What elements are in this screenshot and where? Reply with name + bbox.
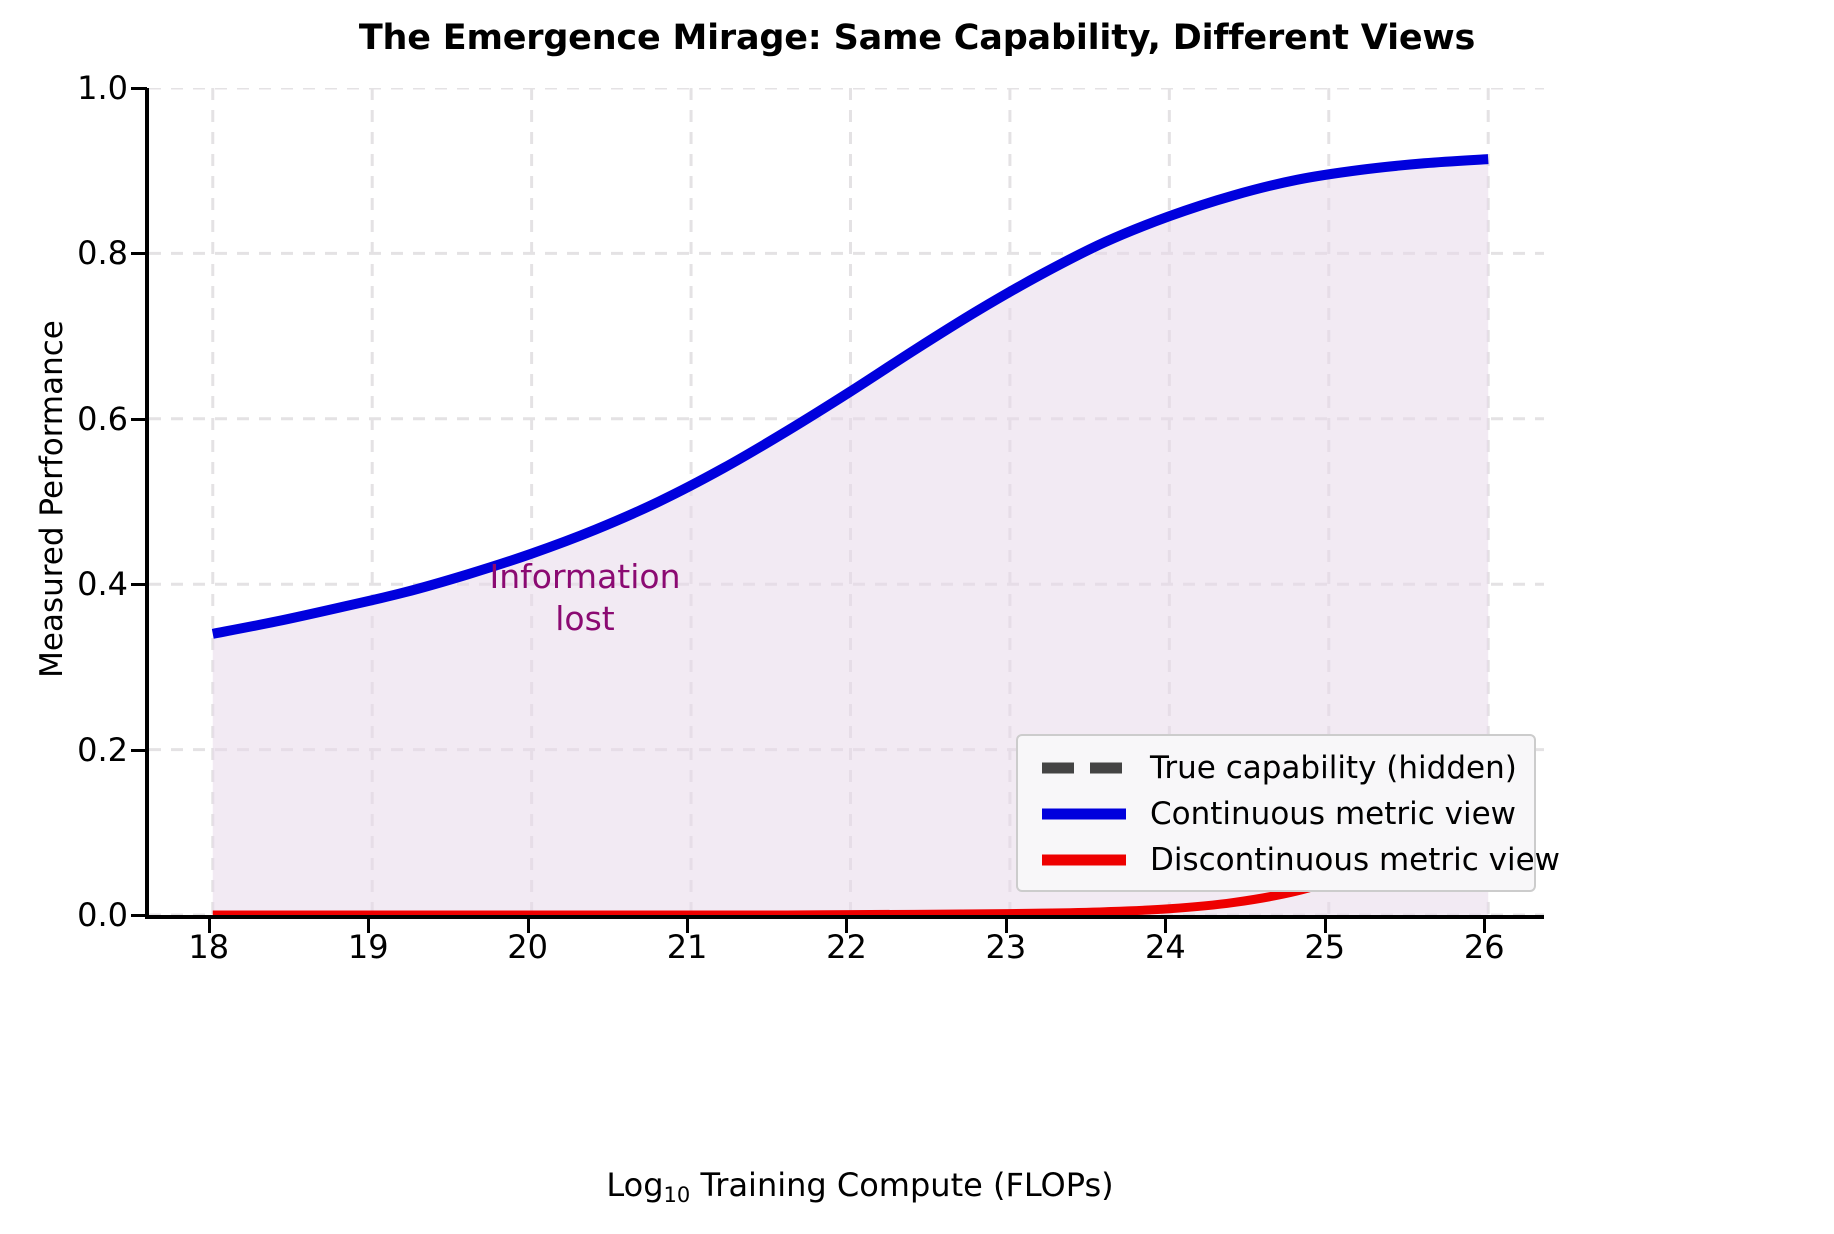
x-tick-label: 19 — [347, 928, 389, 966]
legend-item-0[interactable]: True capability (hidden) — [1018, 745, 1534, 791]
x-axis-label-subscript: 10 — [663, 1183, 691, 1207]
annotation-information-lost: Information lost — [455, 556, 715, 639]
series-line-1 — [211, 154, 1489, 639]
x-tick-label: 23 — [985, 928, 1027, 966]
chart-title: The Emergence Mirage: Same Capability, D… — [358, 18, 1476, 58]
y-tick-label: 0.4 — [77, 565, 128, 604]
legend-label: True capability (hidden) — [1150, 750, 1517, 786]
x-tick-mark — [526, 919, 530, 933]
legend-item-2[interactable]: Discontinuous metric view — [1018, 837, 1560, 883]
legend-swatch-icon — [1040, 753, 1128, 783]
x-tick-mark — [1483, 919, 1487, 933]
x-tick-mark — [845, 919, 849, 933]
series-fill-1 — [212, 159, 1489, 915]
plot-area — [145, 88, 1544, 919]
x-tick-label: 24 — [1144, 928, 1186, 966]
x-axis-label-suffix: Training Compute (FLOPs) — [690, 1166, 1114, 1204]
y-tick-mark — [131, 914, 147, 917]
y-tick-mark — [131, 87, 147, 90]
x-tick-label: 18 — [188, 928, 230, 966]
y-tick-label: 0.8 — [77, 234, 128, 273]
legend-item-1[interactable]: Continuous metric view — [1018, 791, 1534, 837]
x-axis-label-prefix: Log — [606, 1166, 664, 1204]
legend-swatch-icon — [1040, 845, 1128, 875]
x-tick-label: 26 — [1463, 928, 1505, 966]
x-tick-mark — [207, 919, 211, 933]
y-tick-mark — [131, 252, 147, 256]
chart-legend[interactable]: True capability (hidden) Continuous metri… — [1016, 734, 1560, 892]
legend-label: Continuous metric view — [1150, 796, 1517, 832]
x-tick-label: 21 — [666, 928, 708, 966]
y-tick-mark — [131, 583, 147, 587]
y-tick-label: 1.0 — [77, 69, 128, 107]
x-axis-label: Log10 Training Compute (FLOPs) — [160, 1166, 1560, 1207]
legend-swatch-icon — [1040, 799, 1128, 829]
y-tick-label: 0.2 — [77, 730, 128, 769]
x-tick-label: 20 — [507, 928, 548, 966]
x-tick-mark — [1323, 919, 1327, 933]
x-tick-mark — [1164, 919, 1168, 933]
x-tick-mark — [367, 919, 371, 933]
legend-label: Discontinuous metric view — [1150, 842, 1561, 878]
x-tick-label: 22 — [826, 928, 867, 966]
x-tick-mark — [1004, 919, 1008, 933]
y-tick-label: 0.0 — [77, 896, 128, 934]
y-tick-label: 0.6 — [77, 399, 128, 438]
y-tick-mark — [131, 748, 147, 752]
x-tick-mark — [686, 919, 690, 933]
x-tick-label: 25 — [1304, 928, 1346, 966]
series-fills — [212, 159, 1489, 915]
y-tick-mark — [131, 417, 147, 421]
annotation-line-1: Information — [489, 557, 681, 596]
annotation-line-2: lost — [555, 598, 615, 638]
